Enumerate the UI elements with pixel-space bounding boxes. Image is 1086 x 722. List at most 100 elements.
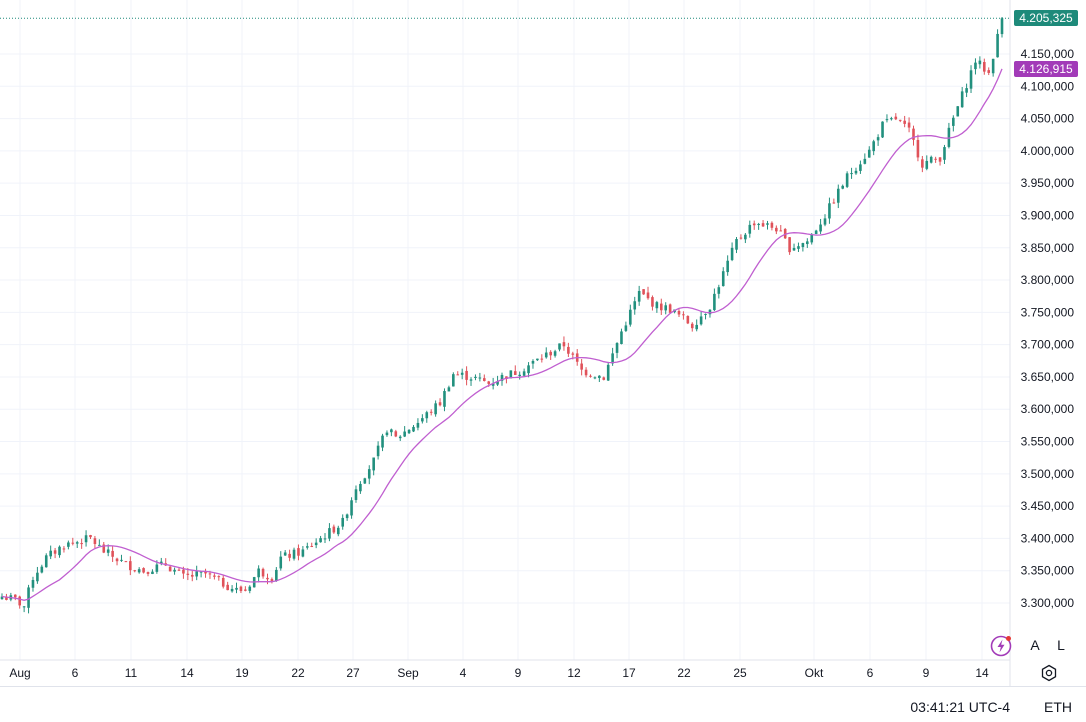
candle-body <box>540 358 544 360</box>
candle-body <box>394 431 398 437</box>
candle-body <box>960 91 964 108</box>
candle-body <box>111 550 114 557</box>
y-tick-label: 3.700,000 <box>1021 338 1075 352</box>
candle-body <box>301 549 305 557</box>
candle-body <box>447 387 451 392</box>
candle-body <box>195 571 198 577</box>
candle-body <box>137 569 141 573</box>
candle-body <box>620 331 623 344</box>
candle-body <box>62 548 66 550</box>
candle-body <box>186 573 190 575</box>
moving-average-badge: 4.126,915 <box>1014 60 1078 77</box>
candle-body <box>261 568 265 577</box>
candle-body <box>58 546 61 556</box>
log-scale-button[interactable]: L <box>1057 637 1065 653</box>
candle-body <box>845 173 849 187</box>
candle-body <box>916 140 920 158</box>
candlestick-series <box>0 16 1004 614</box>
candle-body <box>31 579 35 588</box>
candle-body <box>580 363 583 370</box>
candle-body <box>921 159 924 168</box>
candle-body <box>500 374 504 381</box>
candle-body <box>562 342 566 347</box>
candle-body <box>956 106 960 117</box>
candle-body <box>93 538 97 545</box>
x-tick-label: 12 <box>567 666 581 680</box>
y-tick-label: 4.150,000 <box>1021 47 1075 61</box>
candle-body <box>487 381 491 384</box>
gear-icon[interactable] <box>1040 664 1058 682</box>
candle-body <box>598 375 601 378</box>
candle-body <box>53 550 57 554</box>
candle-body <box>398 436 402 439</box>
candle-body <box>797 246 800 249</box>
x-tick-label: 17 <box>622 666 636 680</box>
candle-body <box>881 121 884 138</box>
candle-body <box>682 314 685 316</box>
candle-body <box>713 293 716 311</box>
candle-body <box>213 575 216 577</box>
candle-body <box>522 371 526 376</box>
candle-body <box>177 569 181 571</box>
y-tick-label: 3.350,000 <box>1021 564 1075 578</box>
x-tick-label: 4 <box>460 666 467 680</box>
candle-body <box>403 431 406 437</box>
candle-body <box>867 149 871 158</box>
lightning-icon[interactable] <box>990 635 1012 657</box>
candle-body <box>775 227 778 232</box>
candle-body <box>120 559 123 561</box>
candle-body <box>151 571 154 575</box>
candle-body <box>376 445 380 457</box>
time-axis: Aug 6 11 14 19 22 27 Sep 4 9 12 17 22 25 Okt 6 9 14 <box>9 666 989 680</box>
candle-body <box>934 158 937 160</box>
x-tick-label: Sep <box>397 666 419 680</box>
candle-body <box>5 596 8 600</box>
candle-body <box>863 158 867 164</box>
chart-grid <box>0 0 1011 686</box>
candle-body <box>602 377 606 380</box>
candle-body <box>938 157 942 162</box>
candle-body <box>429 411 433 413</box>
candle-body <box>367 469 371 479</box>
candle-body <box>558 343 561 350</box>
candle-body <box>801 243 805 248</box>
candle-body <box>434 403 437 415</box>
y-tick-label: 3.550,000 <box>1021 435 1075 449</box>
candle-body <box>633 301 637 310</box>
candle-body <box>704 313 707 315</box>
candle-body <box>328 528 331 539</box>
x-tick-label: 9 <box>515 666 522 680</box>
candle-body <box>0 596 4 600</box>
candle-body <box>788 237 791 253</box>
candle-body <box>235 587 238 590</box>
x-tick-label: 11 <box>125 666 138 680</box>
candle-body <box>221 577 225 587</box>
candle-body <box>841 185 845 189</box>
candle-body <box>637 290 641 302</box>
candle-body <box>509 370 513 379</box>
candle-body <box>779 230 783 232</box>
price-chart[interactable]: 3.300,000 3.350,000 3.400,000 3.450,000 3.50… <box>0 0 1086 686</box>
candle-body <box>965 88 968 93</box>
candle-body <box>67 542 70 547</box>
candle-body <box>168 566 172 572</box>
x-tick-label: 6 <box>72 666 79 680</box>
candle-body <box>204 571 207 574</box>
candle-body <box>832 202 836 204</box>
candle-body <box>726 260 729 273</box>
candle-body <box>336 527 340 535</box>
y-tick-label: 3.450,000 <box>1021 499 1075 513</box>
candle-body <box>239 586 243 592</box>
symbol-label[interactable]: ETH <box>1044 699 1072 715</box>
candle-body <box>456 374 460 376</box>
candle-body <box>421 418 424 422</box>
candle-body <box>836 188 840 203</box>
candle-body <box>947 127 951 147</box>
candle-body <box>49 550 52 557</box>
candle-body <box>872 141 875 152</box>
candle-body <box>18 596 21 606</box>
candle-body <box>217 576 221 578</box>
candle-body <box>695 324 698 330</box>
candle-body <box>102 544 106 553</box>
auto-scale-button[interactable]: A <box>1030 637 1040 653</box>
